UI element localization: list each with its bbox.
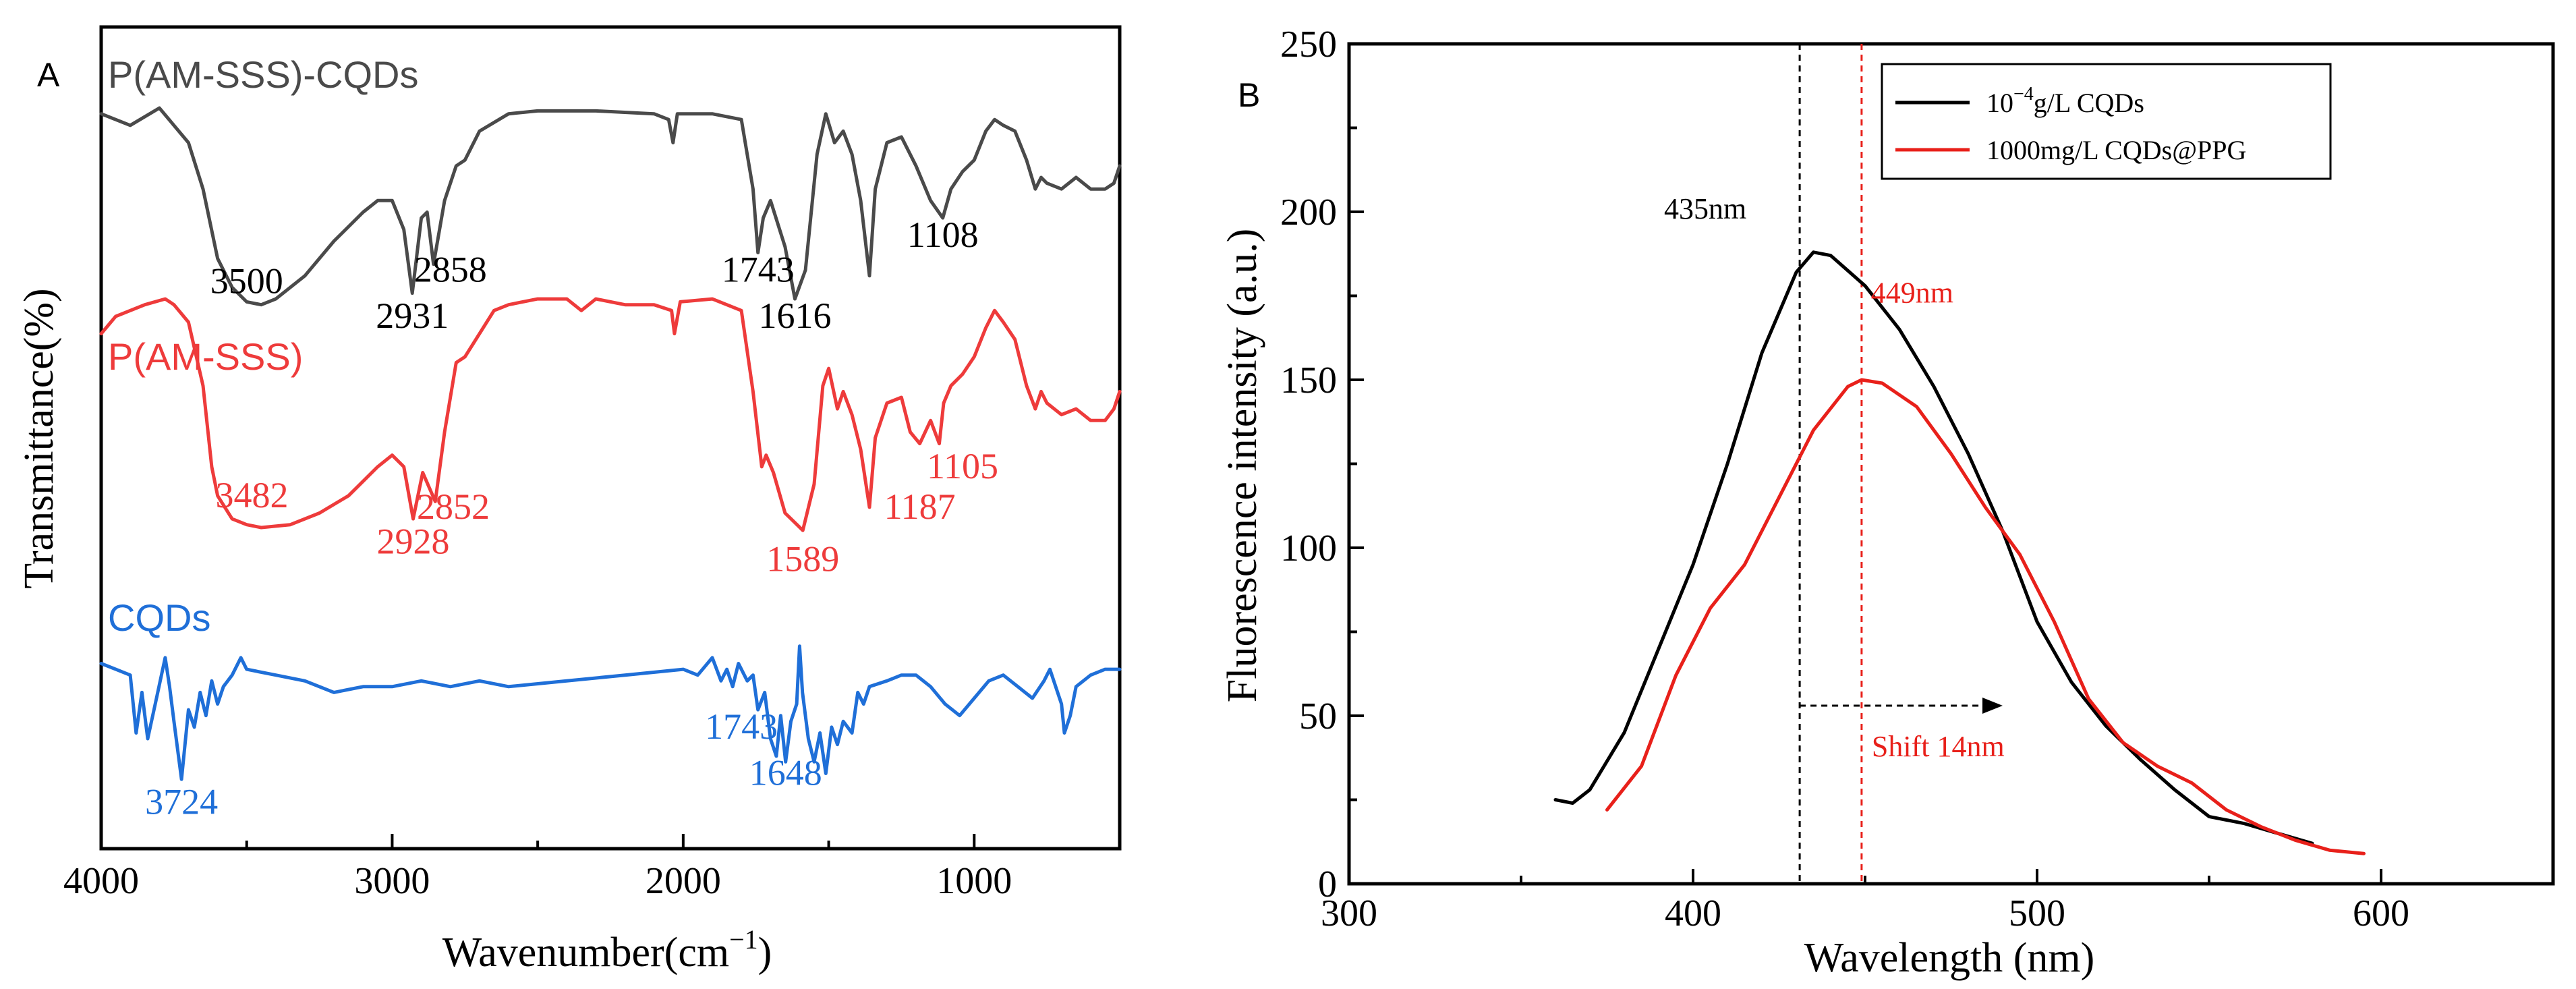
panel-b-ticks: 300 400 500 600 0 50 100 150 200 250: [1280, 24, 2409, 934]
legend-box: [1881, 63, 2332, 180]
panel-b-series-group: [1553, 250, 2366, 855]
panel-a-x-label-sup: −1: [729, 924, 758, 955]
peak-label-3482-6: 3482: [216, 475, 289, 515]
panel-b: B 435nm 449nm Shift 14nm 300 400 500 600 0 50 10…: [1220, 24, 2555, 981]
peak-label-3500-0: 3500: [210, 261, 283, 302]
peak-label-3724-14: 3724: [145, 782, 218, 822]
panel-b-reference-lines: [1798, 44, 1863, 884]
y-tick-label-100: 100: [1280, 528, 1337, 569]
series-label-p-am-sss: P(AM-SSS): [108, 335, 303, 378]
x-tick-label-400: 400: [1665, 893, 1721, 934]
panel-a-letter: A: [37, 56, 60, 94]
peak-label-1616-4: 1616: [759, 295, 832, 336]
panel-a-y-axis-label: Transmittance(%): [16, 288, 62, 588]
panel-a-plot-frame: [99, 25, 1122, 851]
y-tick-label-250: 250: [1280, 24, 1337, 65]
x-tick-label-2000: 2000: [646, 860, 721, 902]
panel-a-series-label-group: P(AM-SSS)-CQDs P(AM-SSS) CQDs: [108, 53, 418, 639]
legend-label-cqds-sup: −4: [2013, 84, 2034, 105]
x-tick-label-600: 600: [2353, 893, 2409, 934]
legend-label-cqds: 10−4g/L CQDs: [1986, 84, 2144, 118]
peak-label-2931-1: 2931: [376, 295, 449, 336]
y-tick-label-150: 150: [1280, 360, 1337, 401]
legend-label-cqds-rest: g/L CQDs: [2034, 88, 2144, 118]
legend-label-cqds-base: 10: [1986, 88, 2013, 118]
fluorescence-line-cqds-ppg: [1605, 378, 2366, 855]
x-tick-label-1000: 1000: [936, 860, 1012, 902]
panel-b-annotation-group: 435nm 449nm Shift 14nm: [1664, 192, 2005, 763]
peak-label-1648-13: 1648: [749, 753, 822, 793]
panel-b-letter: B: [1238, 76, 1260, 114]
spectrum-line-p-am-sss-cqds: [99, 106, 1122, 307]
spectrum-line-p-am-sss: [99, 297, 1122, 532]
peak-label-2928-7: 2928: [377, 521, 450, 562]
series-label-cqds: CQDs: [108, 596, 210, 639]
peak-label-1108-5: 1108: [907, 215, 979, 255]
shift-arrow-head: [1982, 698, 2003, 714]
peak-label-2852-8: 2852: [417, 486, 490, 527]
y-tick-label-0: 0: [1318, 864, 1337, 905]
fluorescence-line-cqds: [1553, 250, 2314, 845]
panel-b-legend: 10−4g/L CQDs 1000mg/L CQDs@PPG: [1881, 63, 2332, 180]
x-tick-label-300: 300: [1321, 893, 1377, 934]
x-tick-label-500: 500: [2009, 893, 2065, 934]
peak-label-2858-2: 2858: [414, 249, 487, 289]
panel-a-x-label-close: ): [758, 930, 772, 976]
panel-a-x-axis-label: Wavenumber(cm−1): [442, 924, 772, 976]
peak-label-1105-11: 1105: [927, 446, 998, 486]
y-tick-label-200: 200: [1280, 192, 1337, 233]
x-tick-label-4000: 4000: [63, 860, 139, 902]
peak-label-435nm: 435nm: [1664, 192, 1746, 225]
peak-label-1743-12: 1743: [705, 706, 778, 747]
panel-a-x-label-main: Wavenumber(cm: [442, 930, 729, 976]
peak-label-449nm: 449nm: [1871, 276, 1953, 309]
shift-label: Shift 14nm: [1872, 730, 2005, 763]
peak-label-1589-9: 1589: [766, 538, 839, 579]
series-label-p-am-sss-cqds: P(AM-SSS)-CQDs: [108, 53, 418, 96]
x-tick-label-3000: 3000: [354, 860, 430, 902]
panel-a-x-ticks: 4000 3000 2000 1000: [63, 834, 1121, 902]
legend-label-cqds-ppg: 1000mg/L CQDs@PPG: [1986, 135, 2246, 165]
panel-b-x-axis-label: Wavelength (nm): [1804, 935, 2095, 981]
panel-b-y-axis-label: Fluorescence intensity (a.u.): [1220, 229, 1265, 702]
spectrum-line-cqds: [99, 644, 1122, 781]
peak-label-1743-3: 1743: [722, 249, 795, 289]
peak-label-1187-10: 1187: [884, 486, 956, 527]
y-tick-label-50: 50: [1299, 696, 1337, 737]
panel-a-series-group: [99, 106, 1122, 781]
